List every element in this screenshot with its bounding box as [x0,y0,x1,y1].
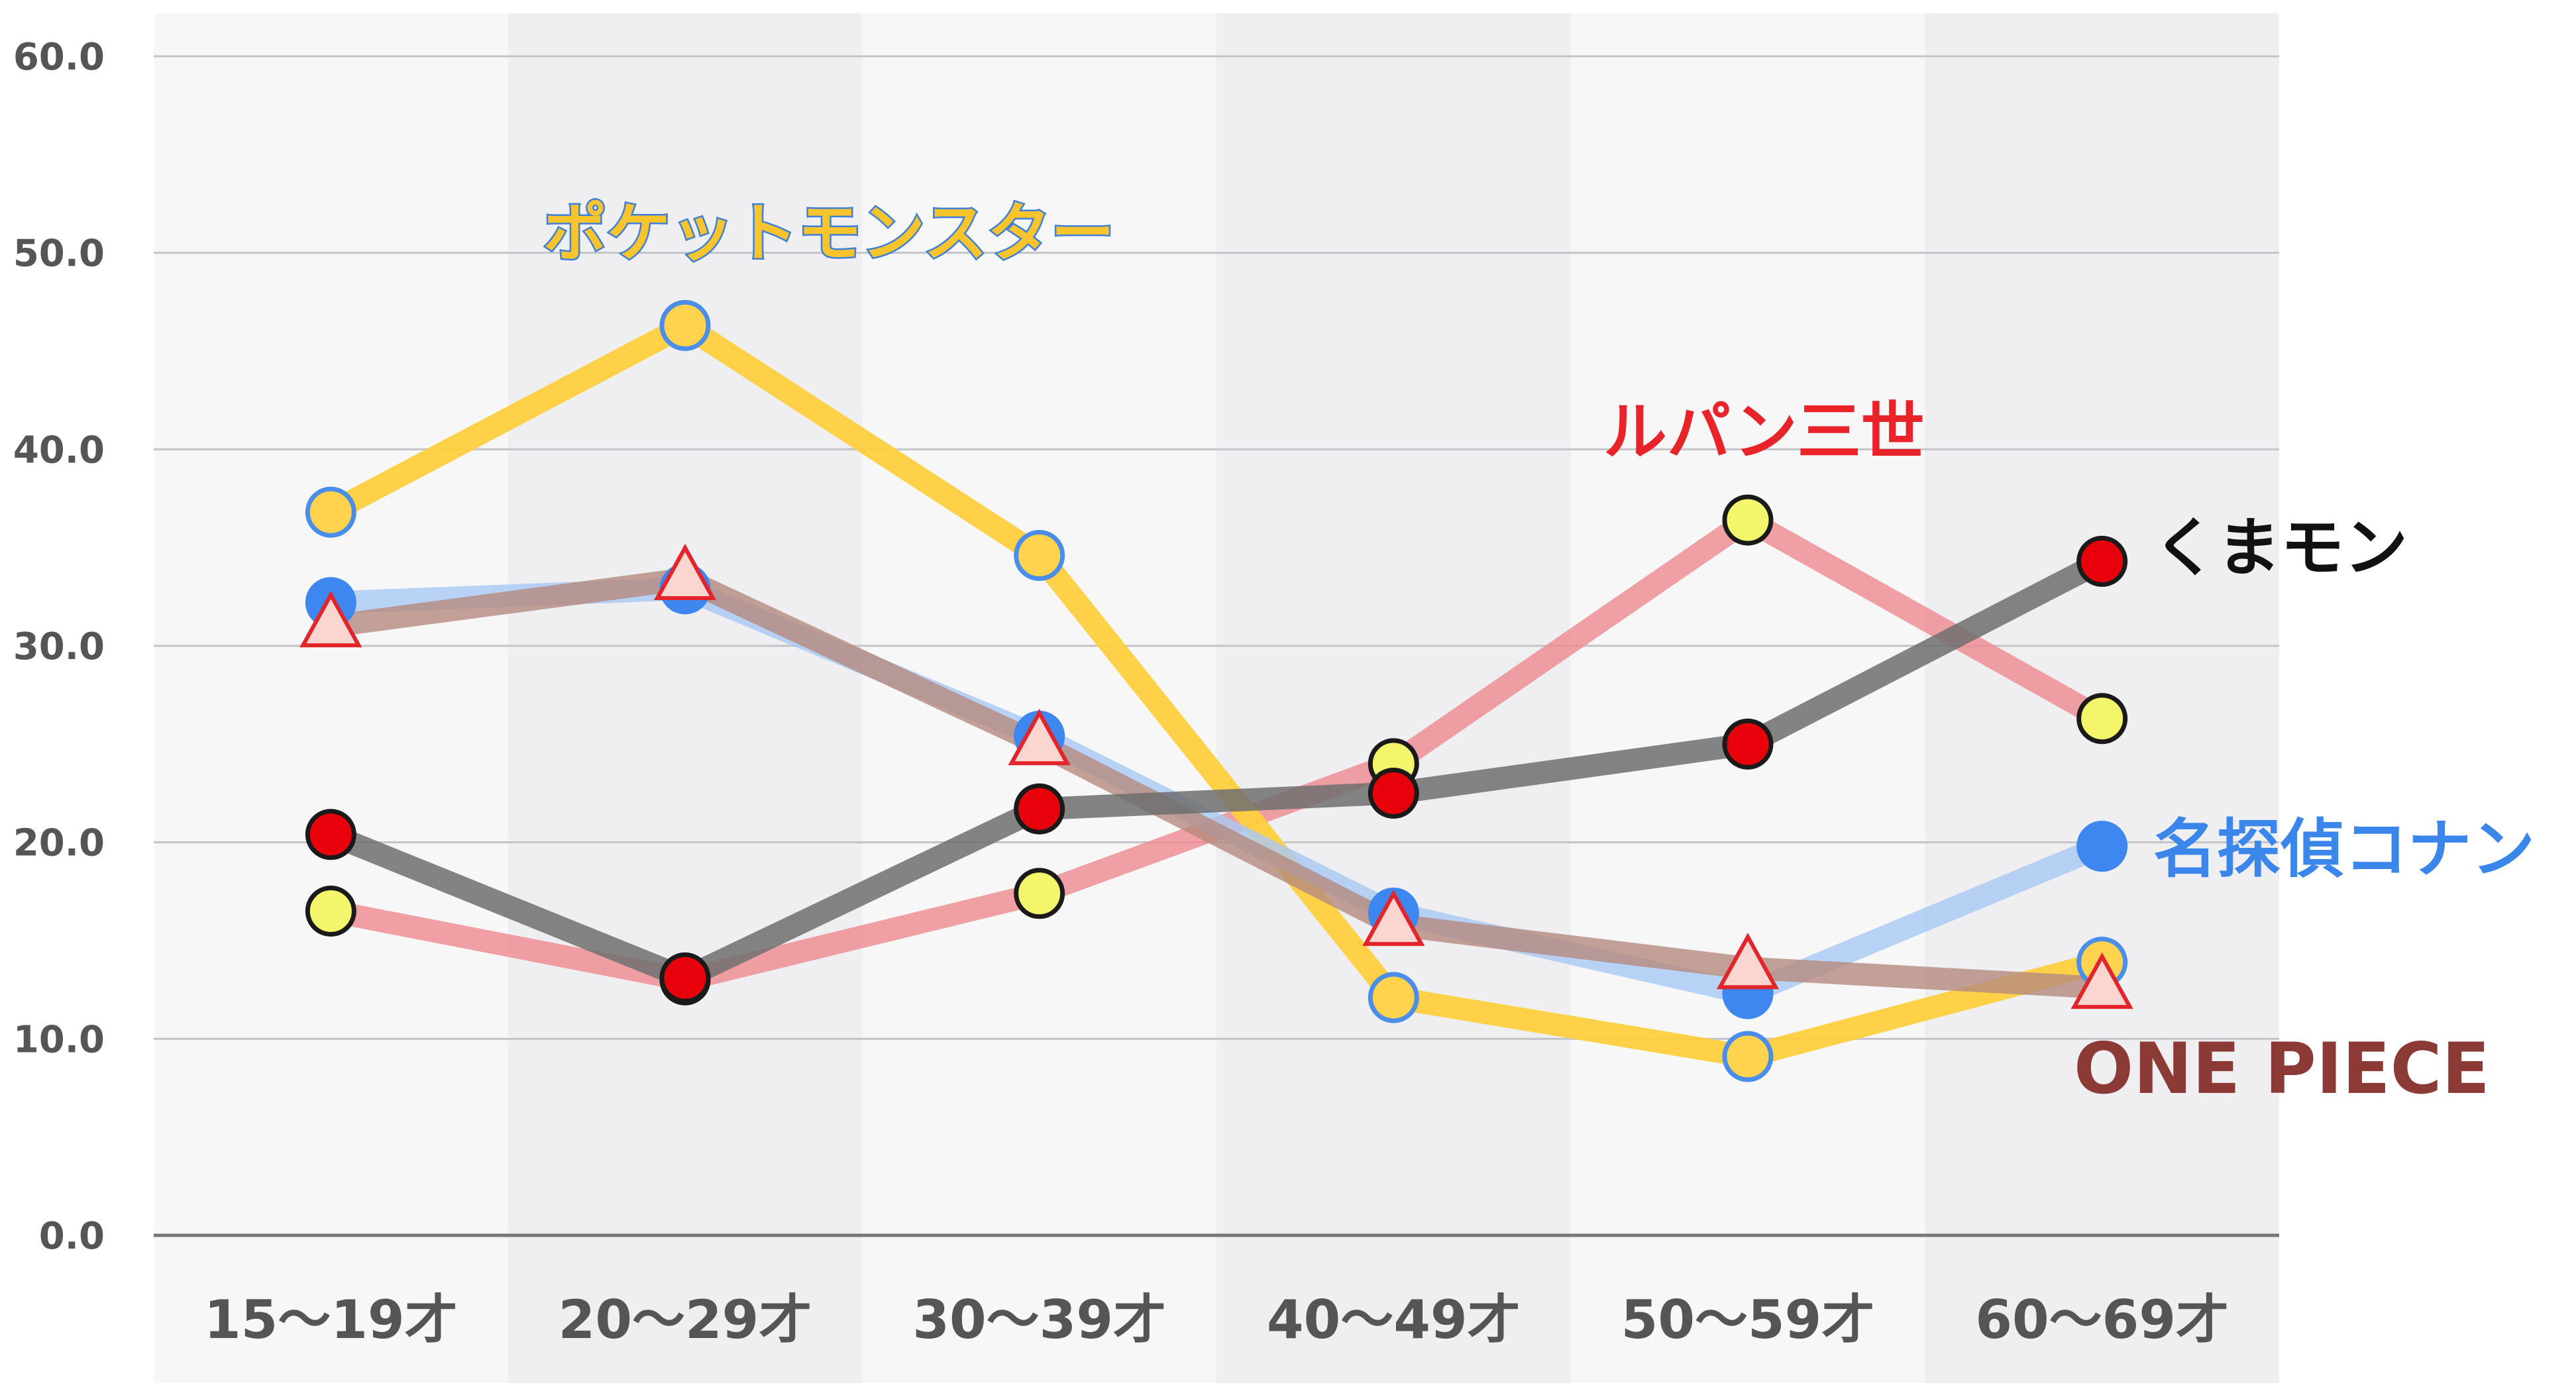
x-axis: 15〜19才 20〜29才 30〜39才 40〜49才 50〜59才 60〜69才 [204,1289,2229,1351]
data-point-marker [305,886,356,937]
y-tick-label: 60.0 [13,36,105,79]
series-lines [319,314,2114,1068]
x-tick-label: 30〜39才 [912,1289,1166,1351]
x-tick-label: 40〜49才 [1267,1289,1521,1351]
data-point-marker [305,486,356,538]
series-label-kumamon: くまモン [2153,511,2408,585]
data-point-marker [1008,709,1071,766]
y-tick-label: 40.0 [13,429,105,472]
data-point-marker [2076,821,2128,872]
x-tick-label: 50〜59才 [1621,1289,1875,1351]
data-point-marker [659,952,711,1004]
series-line [319,314,2114,1068]
series-markers [299,299,2133,1082]
y-tick-label: 50.0 [13,232,105,276]
column-band [1570,13,1925,1383]
data-point-marker [2076,535,2128,587]
data-point-marker [1368,768,1419,819]
x-tick-label: 15〜19才 [204,1289,458,1351]
data-point-marker [1014,868,1065,919]
series-label-pokemon: ポケットモンスター [543,196,1114,270]
y-axis: 0.0 10.0 20.0 30.0 40.0 50.0 60.0 [13,36,105,1258]
series-label-onepiece: ONE PIECE [2074,1028,2490,1109]
column-band [508,13,863,1383]
data-point-marker [1722,718,1774,770]
series-line [319,550,2114,990]
series-labels: ポケットモンスター ルパン三世 くまモン 名探偵コナン ONE PIECE [542,195,2536,1110]
data-point-marker [1014,530,1065,582]
x-tick-label: 60〜69才 [1975,1289,2229,1351]
data-point-marker [1722,494,1774,546]
series-label-conan: 名探偵コナン [2153,812,2535,886]
plot-background [154,13,2279,1383]
series-line [319,568,2114,1000]
data-point-marker [299,591,362,648]
series-label-lupin: ルパン三世 [1603,395,1925,469]
x-tick-label: 20〜29才 [559,1289,812,1351]
y-tick-label: 20.0 [13,822,105,865]
y-tick-label: 0.0 [39,1215,105,1258]
data-point-marker [1716,933,1780,990]
data-point-marker [2076,693,2128,745]
data-point-marker [305,809,356,860]
data-point-marker [1362,889,1425,947]
y-tick-label: 10.0 [13,1018,105,1061]
column-band [154,13,508,1383]
column-band [1216,13,1571,1383]
data-point-marker [1722,1031,1774,1082]
data-point-marker [1014,783,1065,835]
data-point-marker [1368,972,1419,1023]
data-point-marker [659,299,711,351]
data-point-marker [653,543,717,601]
data-point-marker [2070,952,2133,1009]
y-tick-label: 30.0 [13,625,105,668]
